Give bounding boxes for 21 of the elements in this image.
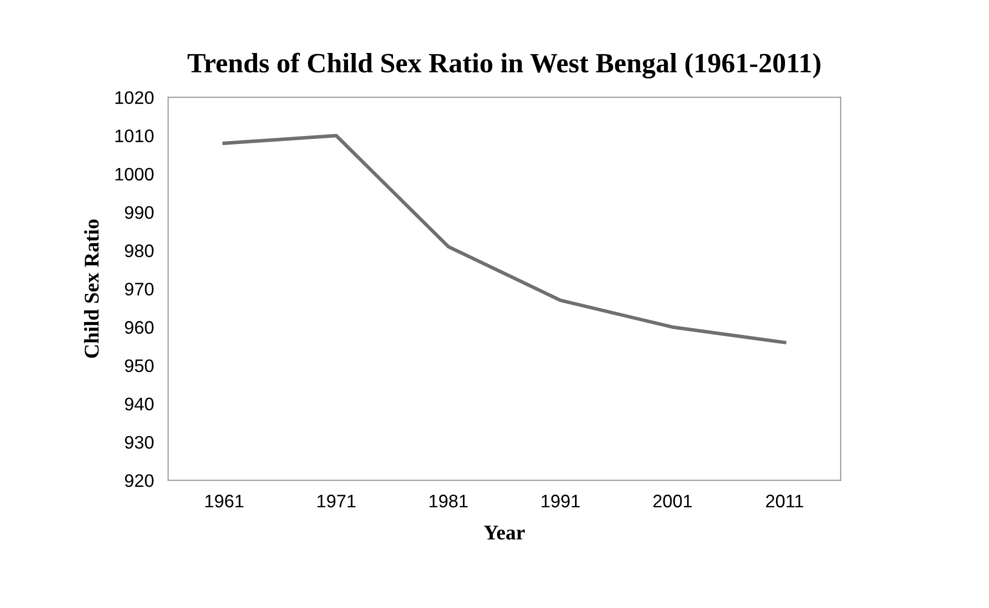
x-tick-label: 1991: [542, 494, 580, 508]
y-tick-label: 980: [124, 244, 154, 258]
chart-title: Trends of Child Sex Ratio in West Bengal (1961-2011): [188, 52, 820, 78]
x-tick-label: 1971: [318, 494, 356, 508]
y-tick-label: 970: [124, 282, 154, 296]
y-tick-label: 1010: [115, 130, 154, 142]
x-tick-label: 1981: [430, 494, 468, 508]
y-tick-label: 920: [124, 474, 154, 488]
x-tick-label: 2011: [766, 494, 804, 508]
y-tick-label: 950: [124, 359, 154, 372]
y-tick-label: 1020: [115, 91, 154, 104]
y-tick-label: 1000: [115, 168, 154, 181]
y-tick-label: 990: [124, 206, 154, 219]
x-tick-label: 2001: [653, 494, 692, 508]
y-tick-label: 940: [124, 398, 154, 410]
y-tick-label: 960: [124, 321, 154, 334]
y-axis-title: Child Sex Ratio: [84, 220, 99, 358]
y-tick-label: 930: [124, 436, 154, 449]
line-series: [222, 134, 786, 344]
x-axis-title: Year: [484, 526, 525, 540]
x-tick-label: 1961: [205, 494, 244, 508]
